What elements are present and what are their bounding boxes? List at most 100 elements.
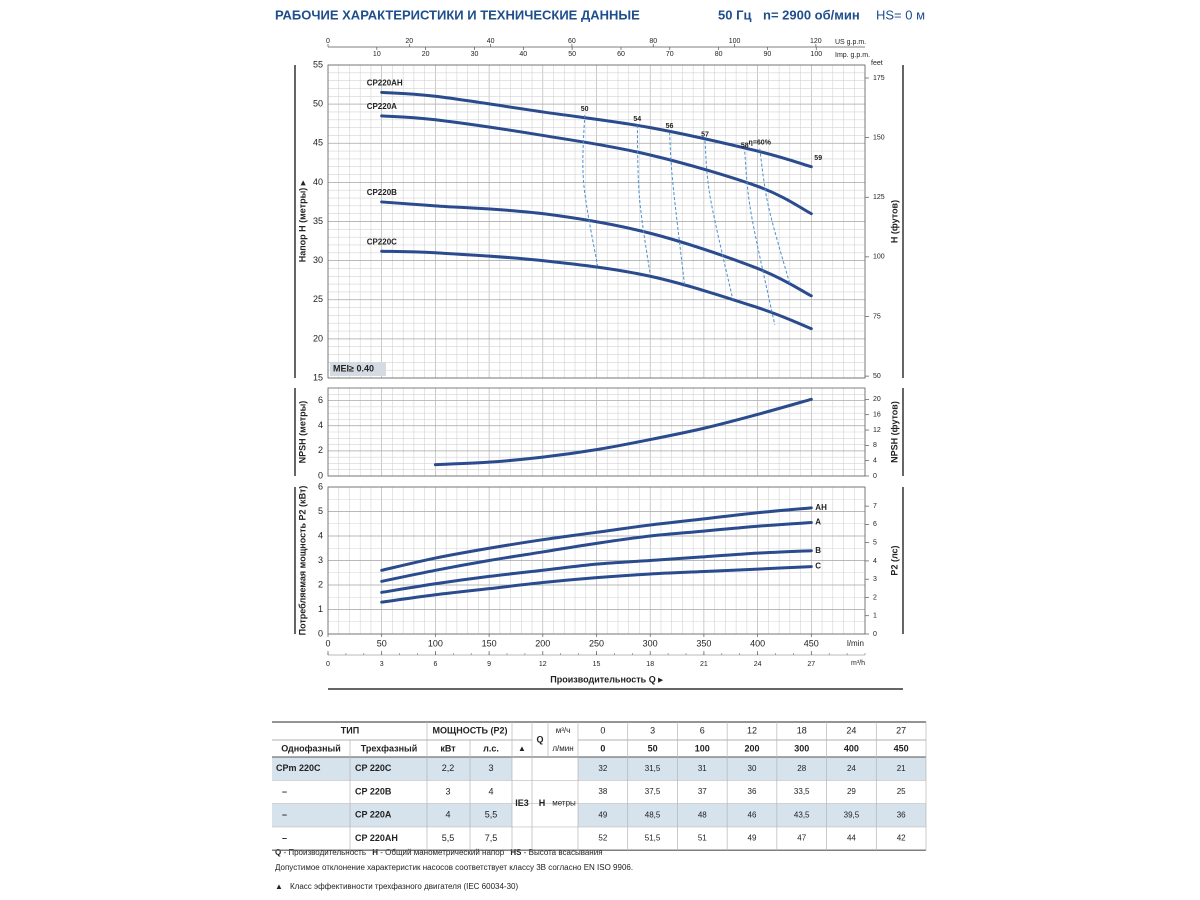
x-tick-label: 250 (589, 638, 604, 648)
x-tick-label: 50 (377, 638, 387, 648)
table-cell: 48 (698, 810, 707, 819)
legend-key: H (372, 848, 378, 857)
table-cell: 36 (897, 810, 906, 819)
efficiency-label: 56 (666, 123, 674, 130)
row-bg (578, 803, 926, 827)
table-cell: 47 (797, 834, 806, 843)
table-cell: 3 (650, 725, 655, 735)
table-cell: метры (552, 799, 576, 808)
efficiency-label: 57 (701, 132, 709, 139)
curve-label: CP220AH (367, 78, 403, 87)
x2-tick-label: 24 (754, 661, 762, 668)
row-bg (578, 757, 926, 781)
top-axis-unit: Imp. g.p.m. (835, 52, 870, 59)
y2-tick-label: 125 (873, 194, 885, 201)
mei-box (330, 362, 386, 376)
curve-label: CP220A (367, 102, 397, 111)
y-tick-label: 40 (313, 177, 323, 187)
y-tick-label: 20 (313, 333, 323, 343)
table-cell: 39,5 (844, 810, 860, 819)
y2-axis-label: NPSH (футов) (889, 401, 899, 463)
table-cell: IE3 (515, 798, 529, 808)
y-tick-label: 25 (313, 294, 323, 304)
top-tick-label: 100 (810, 51, 822, 58)
efficiency-label: 50 (581, 106, 589, 113)
table-cell: H (539, 798, 546, 808)
table-cell: 50 (648, 743, 658, 753)
table-cell: 38 (598, 787, 607, 796)
y2-tick-label: 2 (873, 594, 877, 601)
table-cell: 51 (698, 834, 707, 843)
y-tick-label: 3 (318, 555, 323, 565)
table-cell: 29 (847, 787, 856, 796)
table-cell: 52 (598, 834, 607, 843)
curve (433, 397, 813, 467)
row-bg (272, 803, 512, 827)
y-tick-label: 4 (318, 530, 323, 540)
y2-axis-label: P2 (лс) (889, 545, 899, 575)
table-cell: 42 (897, 834, 906, 843)
efficiency-label: η=60% (749, 140, 772, 147)
table-cell: Трехфазный (361, 743, 418, 753)
y-tick-label: 6 (318, 481, 323, 491)
table-cell: CP 220A (355, 810, 392, 820)
legend-key: Q (275, 848, 281, 857)
top-axis-unit: US g.p.m. (835, 39, 866, 46)
ie-note: Класс эффективности трехфазного двигател… (290, 882, 518, 891)
table-cell: – (282, 786, 287, 796)
y2-tick-label: 100 (873, 254, 885, 261)
table-cell: м³/ч (556, 726, 571, 735)
table-cell: 27 (896, 725, 906, 735)
table-cell: л/мин (552, 744, 573, 753)
y-axis-label: Напор H (метры) ▸ (297, 180, 307, 262)
table-cell: 450 (894, 743, 909, 753)
top-tick-label: 120 (810, 38, 822, 45)
x-tick-label: 300 (643, 638, 658, 648)
curve (380, 249, 813, 331)
efficiency-curve (744, 151, 776, 325)
table-cell: 100 (695, 743, 710, 753)
curve (380, 521, 813, 583)
y-tick-label: 0 (318, 628, 323, 638)
top-tick-label: 40 (487, 38, 495, 45)
top-tick-label: 50 (568, 51, 576, 58)
table-cell: 21 (897, 764, 906, 773)
table-cell: CP 220AH (355, 833, 398, 843)
x-tick-label: 200 (535, 638, 550, 648)
y-tick-label: 2 (318, 445, 323, 455)
y-axis-label: Потребляемая мощность P2 (кВт) (297, 486, 307, 636)
table-cell: кВт (440, 743, 456, 753)
legend-text: - Высота всасывания (524, 848, 603, 857)
y-tick-label: 35 (313, 216, 323, 226)
x2-tick-label: 21 (700, 661, 708, 668)
top-tick-label: 70 (666, 51, 674, 58)
mei-label: MEI≥ 0.40 (333, 363, 374, 373)
top-tick-label: 0 (326, 38, 330, 45)
table-cell: 30 (748, 764, 757, 773)
table-cell: 32 (598, 764, 607, 773)
top-tick-label: 100 (729, 38, 741, 45)
y-tick-label: 55 (313, 59, 323, 69)
table-cell: Однофазный (281, 743, 341, 753)
x-tick-label: 400 (750, 638, 765, 648)
y2-unit: feet (871, 60, 883, 67)
suction: HS= 0 м (876, 7, 925, 22)
table-cell: 25 (897, 787, 906, 796)
table-cell: CP 220C (355, 763, 392, 773)
y2-tick-label: 4 (873, 458, 877, 465)
y-tick-label: 5 (318, 506, 323, 516)
y-tick-label: 1 (318, 604, 323, 614)
plot-border (327, 64, 866, 379)
x2-tick-label: 12 (539, 661, 547, 668)
y2-tick-label: 75 (873, 313, 881, 320)
y2-tick-label: 8 (873, 442, 877, 449)
title: РАБОЧИЕ ХАРАКТЕРИСТИКИ И ТЕХНИЧЕСКИЕ ДАН… (275, 7, 640, 22)
efficiency-curve (636, 125, 651, 275)
top-tick-label: 60 (617, 51, 625, 58)
x2-tick-label: 18 (646, 661, 654, 668)
table-cell: Q (536, 734, 543, 744)
top-tick-label: 90 (764, 51, 772, 58)
curve (380, 114, 813, 216)
top-tick-label: 80 (715, 51, 723, 58)
efficiency-label: 54 (633, 116, 641, 123)
